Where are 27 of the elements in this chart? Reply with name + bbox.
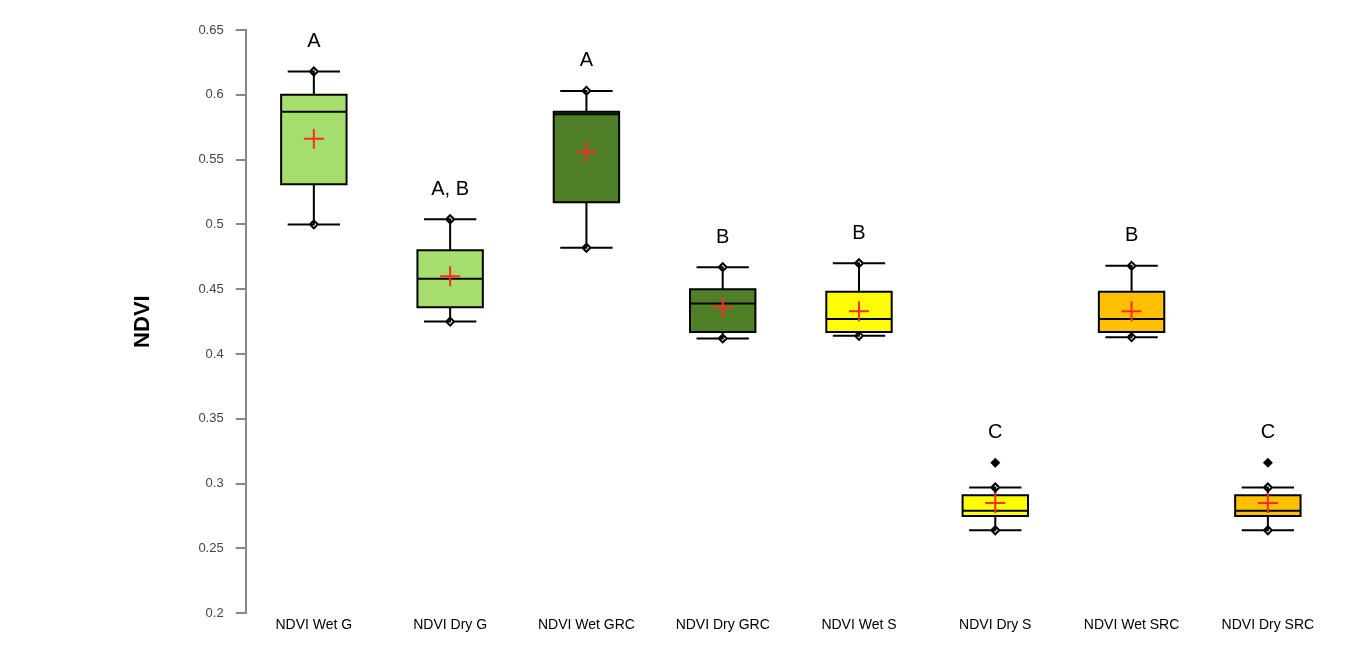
x-tick-label: NDVI Dry S [959, 616, 1032, 633]
annotation: B [1124, 223, 1139, 246]
y-tick-label: 0.35 [198, 410, 224, 426]
y-tick-label: 0.45 [198, 280, 224, 296]
y-tick-label: 0.25 [198, 539, 224, 555]
x-tick-label: NDVI Dry GRC [675, 616, 770, 633]
x-tick-label: NDVI Dry G [413, 616, 488, 633]
annotation: A [579, 48, 594, 71]
annotation: B [852, 220, 866, 243]
y-tick-label: 0.65 [198, 21, 224, 37]
x-tick-label: NDVI Wet SRC [1083, 616, 1180, 633]
x-tick-label: NDVI Wet GRC [537, 616, 635, 633]
x-tick-label: NDVI Dry SRC [1221, 616, 1315, 633]
x-tick-label: NDVI Wet G [275, 616, 353, 633]
annotation: C [988, 420, 1003, 443]
annotation: C [1260, 420, 1276, 443]
y-tick-label: 0.2 [205, 604, 224, 620]
annotation: A [307, 28, 322, 51]
x-tick-label: NDVI Wet S [821, 616, 897, 633]
y-tick-label: 0.4 [205, 345, 224, 361]
y-tick-label: 0.3 [205, 475, 224, 491]
y-tick-label: 0.55 [198, 151, 224, 167]
y-axis-title: NDVI [129, 295, 155, 348]
y-tick-label: 0.6 [205, 86, 224, 102]
annotation: B [716, 224, 730, 247]
y-tick-label: 0.5 [205, 215, 224, 231]
annotation: A, B [431, 176, 470, 199]
